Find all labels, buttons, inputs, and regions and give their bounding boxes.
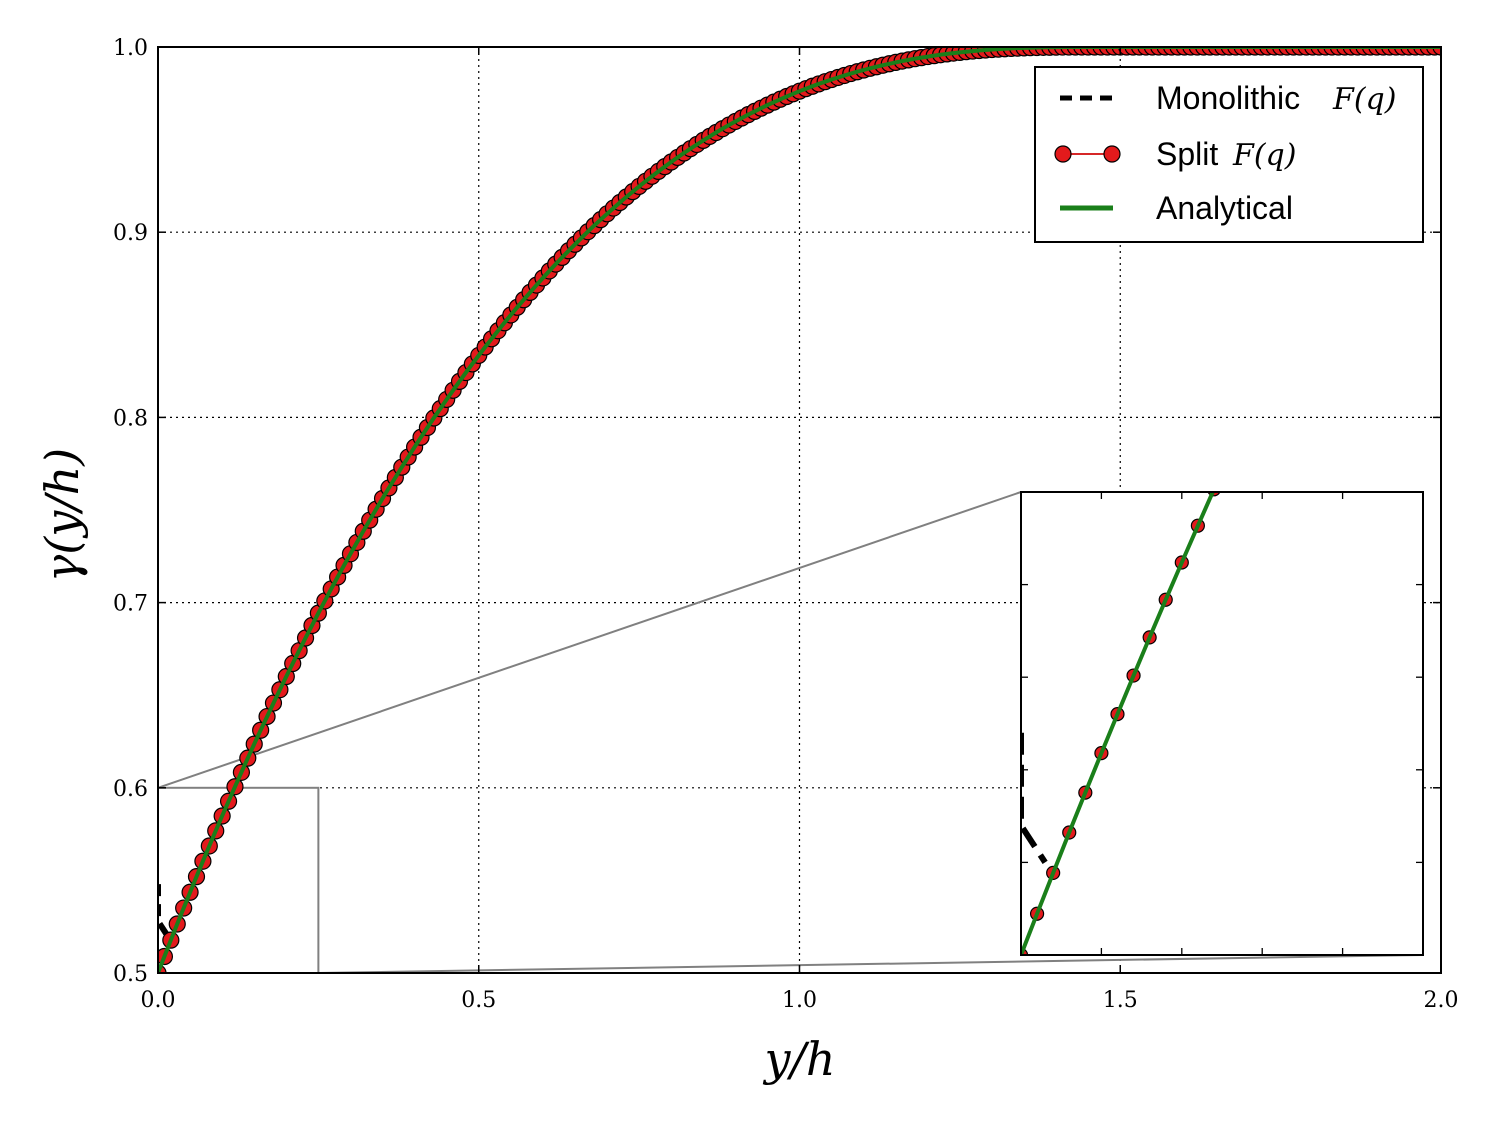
axis-ticks: 0.0 0.5 1.0 1.5 2.00.50.60.70.80.91.0 — [113, 36, 1459, 1013]
zoom-connector-bottom — [318, 954, 1424, 974]
inset-plot — [1020, 274, 1424, 956]
legend-split-label: Split — [1156, 136, 1218, 172]
y-tick-label: 0.8 — [113, 406, 148, 431]
legend-split-math: F(q) — [1232, 138, 1296, 173]
x-axis-label: y/h — [762, 1032, 835, 1086]
x-tick-label: 1.5 — [1103, 988, 1138, 1013]
legend-monolithic-label: Monolithic — [1156, 80, 1300, 116]
x-tick-label: 0.0 — [141, 988, 176, 1013]
x-tick-label: 2.0 — [1424, 988, 1459, 1013]
inset-frame — [1020, 491, 1424, 956]
x-tick-label: 0.5 — [461, 988, 496, 1013]
inset-split-marker — [1256, 376, 1269, 389]
y-tick-label: 1.0 — [113, 36, 148, 61]
inset-series — [1021, 274, 1317, 955]
legend-split-swatch-marker-left — [1054, 145, 1072, 163]
analytical-series-line — [158, 47, 1441, 973]
y-tick-label: 0.7 — [113, 592, 148, 617]
inset-split-marker — [1272, 342, 1285, 355]
inset-split-marker — [1304, 274, 1317, 287]
y-tick-label: 0.5 — [113, 962, 148, 987]
y-tick-label: 0.9 — [113, 221, 148, 246]
inset-split-marker — [1288, 307, 1301, 320]
x-tick-label: 1.0 — [782, 988, 817, 1013]
monolithic-series-line — [158, 884, 171, 938]
inset-split-marker — [1224, 447, 1237, 460]
inset-analytical-line — [1021, 492, 1215, 955]
legend-monolithic-math: F(q) — [1332, 82, 1396, 117]
legend-split-swatch-marker-right — [1103, 145, 1121, 163]
zoom-connector-top — [157, 491, 1022, 789]
inset-ticks — [1021, 492, 1423, 955]
zoom-rectangle — [157, 786, 320, 974]
y-axis-label: γ(y/h) — [35, 448, 89, 583]
inset-background — [1021, 492, 1423, 955]
legend-analytical-label: Analytical — [1156, 190, 1293, 226]
legend: Monolithic F(q) Split F(q) Analytical — [1034, 66, 1424, 243]
main-plot-series — [158, 47, 1441, 973]
y-tick-label: 0.6 — [113, 777, 148, 802]
